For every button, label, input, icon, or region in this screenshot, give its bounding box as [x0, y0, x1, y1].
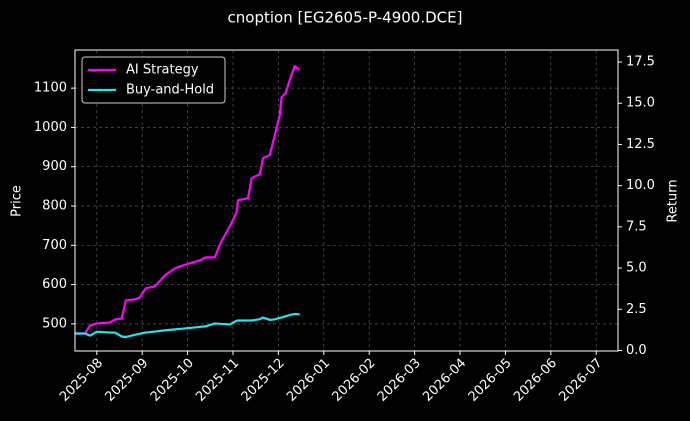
y2-tick-label: 2.5	[626, 302, 647, 317]
y2-tick-label: 0.0	[626, 343, 647, 358]
x-tick-label: 2026-02	[329, 356, 378, 405]
x-tick-label: 2026-01	[284, 356, 333, 405]
x-tick-label: 2026-05	[466, 356, 515, 405]
chart-title: cnoption [EG2605-P-4900.DCE]	[228, 9, 463, 27]
x-tick-label: 2025-10	[148, 356, 197, 405]
y2-tick-label: 17.5	[626, 55, 655, 70]
x-tick-label: 2025-11	[193, 356, 242, 405]
y-tick-label: 800	[42, 199, 67, 214]
y-tick-label: 900	[42, 159, 67, 174]
y2-tick-label: 5.0	[626, 261, 647, 276]
y2-tick-label: 15.0	[626, 96, 655, 111]
x-tick-label: 2025-08	[57, 356, 106, 405]
y2-tick-label: 10.0	[626, 178, 655, 193]
y2-tick-label: 12.5	[626, 137, 655, 152]
x-tick-label: 2026-06	[511, 356, 560, 405]
legend-box	[81, 56, 226, 104]
y-tick-label: 1100	[34, 81, 67, 96]
y-tick-label: 500	[42, 316, 67, 331]
legend-label: Buy-and-Hold	[126, 83, 214, 98]
y-axis-label: Price	[10, 185, 25, 217]
x-tick-label: 2025-09	[102, 356, 151, 405]
y2-axis-label: Return	[666, 179, 681, 222]
legend: AI Strategy Buy-and-Hold	[81, 56, 226, 104]
plot-frame	[74, 49, 619, 352]
y2-tick-label: 7.5	[626, 219, 647, 234]
series-line	[75, 312, 300, 339]
x-tick-label: 2025-12	[239, 356, 288, 405]
y-tick-label: 700	[42, 238, 67, 253]
legend-label: AI Strategy	[126, 63, 199, 78]
x-tick-label: 2026-03	[375, 356, 424, 405]
y-tick-label: 1000	[34, 120, 67, 135]
y-tick-label: 600	[42, 277, 67, 292]
x-tick-label: 2026-07	[556, 356, 605, 405]
series-line	[75, 64, 301, 335]
x-tick-label: 2026-04	[420, 356, 469, 405]
